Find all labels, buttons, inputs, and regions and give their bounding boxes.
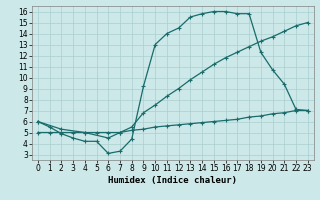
X-axis label: Humidex (Indice chaleur): Humidex (Indice chaleur) [108, 176, 237, 185]
